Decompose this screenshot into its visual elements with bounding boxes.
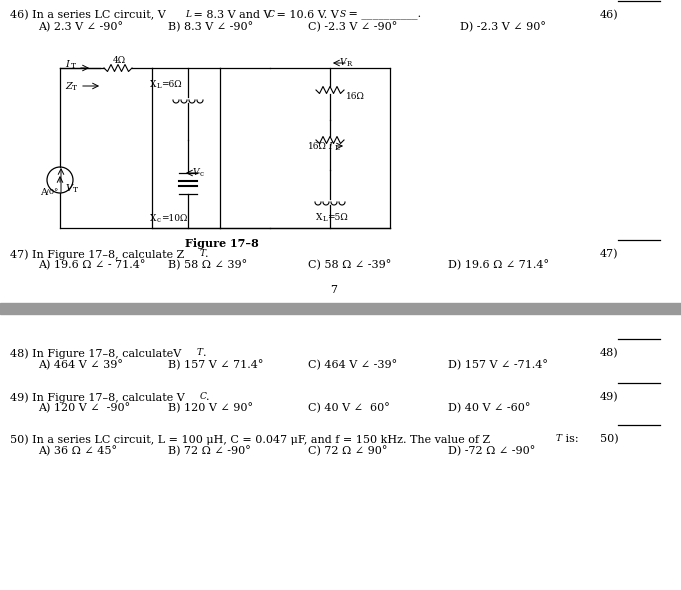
Text: 48): 48) bbox=[600, 348, 618, 358]
Text: X: X bbox=[150, 214, 157, 223]
Bar bbox=[0, 303, 681, 314]
Text: B) 58 Ω ∠ 39°: B) 58 Ω ∠ 39° bbox=[168, 260, 247, 271]
Text: A) 2.3 V ∠ -90°: A) 2.3 V ∠ -90° bbox=[38, 22, 123, 32]
Text: .: . bbox=[205, 249, 208, 259]
Text: R: R bbox=[347, 60, 352, 68]
Text: S: S bbox=[340, 10, 346, 19]
Text: D) 19.6 Ω ∠ 71.4°: D) 19.6 Ω ∠ 71.4° bbox=[448, 260, 549, 271]
Text: C) 464 V ∠ -39°: C) 464 V ∠ -39° bbox=[308, 360, 397, 371]
Text: D) 40 V ∠ -60°: D) 40 V ∠ -60° bbox=[448, 403, 530, 414]
Text: C: C bbox=[268, 10, 275, 19]
Text: T: T bbox=[73, 186, 78, 194]
Text: Z: Z bbox=[65, 82, 72, 91]
Text: D) 157 V ∠ -71.4°: D) 157 V ∠ -71.4° bbox=[448, 360, 548, 371]
Text: .: . bbox=[203, 348, 206, 358]
Text: B) 120 V ∠ 90°: B) 120 V ∠ 90° bbox=[168, 403, 253, 414]
Text: C) 58 Ω ∠ -39°: C) 58 Ω ∠ -39° bbox=[308, 260, 392, 271]
Text: 50) In a series LC circuit, L = 100 μH, C = 0.047 μF, and f = 150 kHz. The value: 50) In a series LC circuit, L = 100 μH, … bbox=[10, 434, 490, 444]
Text: = 10.6 V. V: = 10.6 V. V bbox=[273, 10, 338, 20]
Text: 49) In Figure 17–8, calculate V: 49) In Figure 17–8, calculate V bbox=[10, 392, 185, 402]
Text: C) -2.3 V ∠ -90°: C) -2.3 V ∠ -90° bbox=[308, 22, 397, 32]
Text: 16Ω: 16Ω bbox=[346, 92, 365, 101]
Text: B) 72 Ω ∠ -90°: B) 72 Ω ∠ -90° bbox=[168, 446, 251, 457]
Text: /0°: /0° bbox=[46, 188, 59, 196]
Text: 47) In Figure 17–8, calculate Z: 47) In Figure 17–8, calculate Z bbox=[10, 249, 185, 260]
Text: V: V bbox=[340, 58, 347, 67]
Text: C) 40 V ∠  60°: C) 40 V ∠ 60° bbox=[308, 403, 390, 414]
Text: 47): 47) bbox=[600, 249, 618, 260]
Text: L: L bbox=[323, 215, 328, 223]
Text: B) 8.3 V ∠ -90°: B) 8.3 V ∠ -90° bbox=[168, 22, 253, 32]
Text: D) -72 Ω ∠ -90°: D) -72 Ω ∠ -90° bbox=[448, 446, 535, 457]
Text: c: c bbox=[157, 216, 161, 224]
Text: I: I bbox=[328, 142, 332, 151]
Text: V: V bbox=[66, 184, 73, 193]
Text: T: T bbox=[200, 249, 206, 258]
Text: =5Ω: =5Ω bbox=[327, 213, 348, 222]
Text: L: L bbox=[335, 144, 340, 152]
Text: X: X bbox=[316, 213, 322, 222]
Text: Figure 17–8: Figure 17–8 bbox=[185, 238, 259, 249]
Text: 4Ω: 4Ω bbox=[113, 56, 126, 65]
Text: L: L bbox=[185, 10, 191, 19]
Text: T: T bbox=[197, 348, 203, 357]
Text: T: T bbox=[72, 84, 77, 92]
Text: B) 157 V ∠ 71.4°: B) 157 V ∠ 71.4° bbox=[168, 360, 264, 371]
Text: =10Ω: =10Ω bbox=[161, 214, 187, 223]
Text: =6Ω: =6Ω bbox=[161, 80, 182, 89]
Text: = __________.: = __________. bbox=[345, 10, 421, 20]
Text: 48) In Figure 17–8, calculateV: 48) In Figure 17–8, calculateV bbox=[10, 348, 181, 359]
Text: L: L bbox=[157, 82, 161, 90]
Text: A) 120 V ∠  -90°: A) 120 V ∠ -90° bbox=[38, 403, 130, 414]
Text: C: C bbox=[200, 392, 207, 401]
Text: V: V bbox=[193, 168, 200, 177]
Text: A) 36 Ω ∠ 45°: A) 36 Ω ∠ 45° bbox=[38, 446, 117, 457]
Text: is:: is: bbox=[562, 434, 579, 444]
Text: C) 72 Ω ∠ 90°: C) 72 Ω ∠ 90° bbox=[308, 446, 387, 457]
Text: A: A bbox=[40, 188, 47, 197]
Text: A) 19.6 Ω ∠ - 71.4°: A) 19.6 Ω ∠ - 71.4° bbox=[38, 260, 145, 271]
Text: X: X bbox=[150, 80, 157, 89]
Text: 7: 7 bbox=[330, 285, 337, 295]
Text: I: I bbox=[65, 60, 69, 69]
Text: T: T bbox=[556, 434, 562, 443]
Text: A) 464 V ∠ 39°: A) 464 V ∠ 39° bbox=[38, 360, 123, 371]
Text: T: T bbox=[71, 62, 76, 70]
Text: c: c bbox=[200, 170, 204, 178]
Text: 46): 46) bbox=[600, 10, 618, 20]
Text: = 8.3 V and V: = 8.3 V and V bbox=[190, 10, 272, 20]
Text: D) -2.3 V ∠ 90°: D) -2.3 V ∠ 90° bbox=[460, 22, 546, 32]
Text: .: . bbox=[206, 392, 210, 402]
Text: 49): 49) bbox=[600, 392, 618, 402]
Text: 16Ω: 16Ω bbox=[308, 142, 327, 151]
Text: 46) In a series LC circuit, V: 46) In a series LC circuit, V bbox=[10, 10, 165, 20]
Text: 50): 50) bbox=[600, 434, 618, 444]
